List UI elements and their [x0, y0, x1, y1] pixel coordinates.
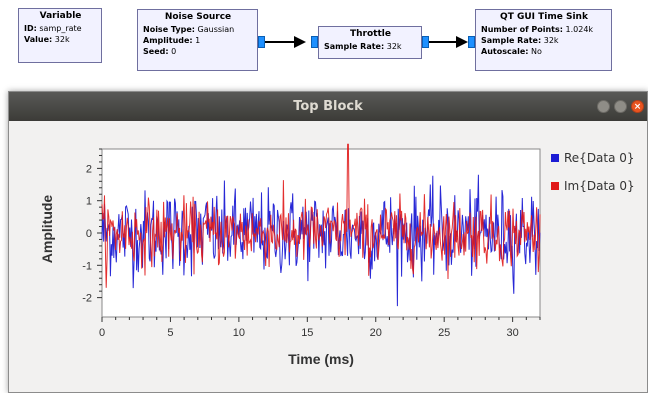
window-titlebar[interactable]: Top Block ×: [9, 92, 647, 121]
connection-arrow-icon: [456, 36, 468, 48]
x-tick-label: 5: [167, 327, 173, 339]
top-block-window: Top Block × 0 5 10 15 20 25 30 2 1 0 -1 -2 Amplitud…: [8, 91, 648, 393]
x-tick-label: 30: [507, 327, 519, 339]
y-tick-label: -1: [82, 260, 92, 272]
param-value: 32k: [54, 35, 70, 44]
variable-block[interactable]: Variable ID: samp_rate Value: 32k: [18, 8, 102, 63]
y-tick-label: 2: [86, 163, 92, 175]
param-label: Value:: [24, 35, 53, 44]
legend-item-re[interactable]: Re{Data 0}: [551, 151, 635, 165]
x-tick-label: 15: [301, 327, 313, 339]
param-label: Seed:: [143, 47, 169, 56]
noise-source-out-port[interactable]: [258, 36, 265, 48]
y-axis-label: Amplitude: [39, 195, 55, 264]
param-value: 32k: [543, 36, 559, 45]
legend-swatch-im: [551, 182, 559, 190]
param-label: Number of Points:: [481, 25, 563, 34]
x-tick-label: 25: [438, 327, 450, 339]
window-title: Top Block: [293, 99, 363, 114]
param-label: Amplitude:: [143, 36, 193, 45]
block-title: Variable: [39, 11, 82, 21]
param-label: Sample Rate:: [481, 36, 542, 45]
noise-source-block[interactable]: Noise Source Noise Type: Gaussian Amplit…: [137, 9, 258, 71]
param-value: 1: [195, 36, 201, 45]
throttle-out-port[interactable]: [422, 36, 429, 48]
x-tick-label: 20: [370, 327, 382, 339]
param-label: Autoscale:: [481, 47, 529, 56]
param-label: Noise Type:: [143, 25, 195, 34]
param-label: Sample Rate:: [324, 42, 385, 51]
throttle-in-port[interactable]: [311, 36, 318, 48]
time-sink-in-port[interactable]: [468, 36, 475, 48]
y-tick-label: 1: [86, 196, 92, 208]
maximize-icon[interactable]: [614, 100, 627, 113]
x-tick-label: 10: [233, 327, 245, 339]
y-tick-label: -2: [82, 293, 92, 305]
param-value: 32k: [386, 42, 402, 51]
param-value: 1.024k: [565, 25, 594, 34]
param-value: 0: [171, 47, 177, 56]
plot-area: 0 5 10 15 20 25 30 2 1 0 -1 -2 Amplitude Time (ms) …: [9, 121, 647, 392]
y-tick-label: 0: [86, 228, 92, 240]
param-value: Gaussian: [197, 25, 235, 34]
connection-noise-throttle: [265, 41, 295, 43]
param-value: No: [531, 47, 542, 56]
x-axis-label: Time (ms): [288, 351, 354, 367]
connection-arrow-icon: [294, 36, 306, 48]
block-title: QT GUI Time Sink: [500, 12, 588, 22]
legend-label: Re{Data 0}: [564, 151, 635, 165]
block-title: Throttle: [350, 29, 391, 39]
connection-throttle-sink: [429, 41, 457, 43]
x-tick-label: 0: [99, 327, 105, 339]
param-label: ID:: [24, 24, 37, 33]
time-sink-block[interactable]: QT GUI Time Sink Number of Points: 1.024…: [475, 9, 612, 71]
throttle-block[interactable]: Throttle Sample Rate: 32k: [318, 26, 422, 59]
close-icon[interactable]: ×: [631, 100, 644, 113]
param-value: samp_rate: [39, 24, 82, 33]
series-line-im: [101, 143, 541, 288]
legend-item-im[interactable]: Im{Data 0}: [551, 179, 635, 193]
block-title: Noise Source: [164, 12, 232, 22]
legend-label: Im{Data 0}: [564, 179, 635, 193]
minimize-icon[interactable]: [597, 100, 610, 113]
legend-swatch-re: [551, 154, 559, 162]
